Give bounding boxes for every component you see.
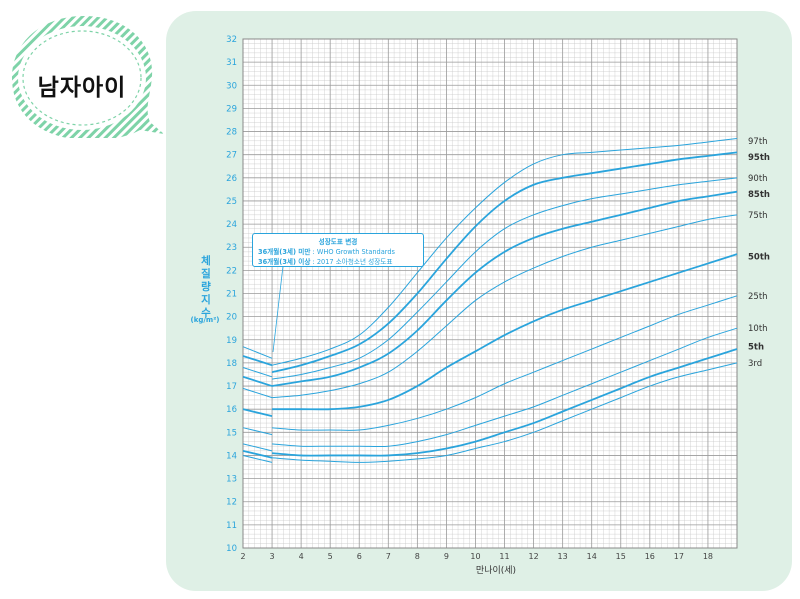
who-series-line-10th — [242, 443, 273, 452]
curve-label-95th: 95th — [748, 153, 770, 163]
curve-label-5th: 5th — [748, 343, 764, 353]
series-line-10th — [272, 327, 738, 448]
callout-line-who: 36개월(3세) 미만 : WHO Growth Standards — [258, 248, 395, 256]
y-tick-label: 24 — [226, 220, 237, 230]
y-axis-ticks: 10 11 12 13 14 15 16 17 18 19 20 21 22 23 24 25 26 27 28 29… — [226, 35, 237, 554]
x-axis-label: 만나이(세) — [475, 566, 517, 576]
callout-title: 성장도표 변경 — [318, 238, 358, 246]
x-tick-label: 2 — [240, 552, 245, 561]
x-tick-label: 18 — [703, 552, 713, 561]
who-series-line-3rd — [242, 454, 273, 463]
x-tick-label: 12 — [528, 552, 538, 561]
x-tick-label: 10 — [470, 552, 480, 561]
curve-label-97th: 97th — [748, 137, 768, 147]
who-series-line-95th — [242, 355, 273, 367]
series-line-97th — [271, 137, 738, 366]
who-series-line-85th — [242, 375, 273, 387]
series-lines — [242, 137, 738, 463]
y-tick-label: 22 — [226, 266, 237, 276]
y-tick-label: 17 — [226, 382, 237, 392]
y-tick-label: 30 — [226, 81, 237, 91]
y-tick-label: 31 — [226, 58, 237, 68]
y-tick-label: 11 — [226, 521, 237, 531]
x-tick-label: 4 — [299, 552, 304, 561]
y-tick-label: 20 — [226, 313, 237, 323]
curve-label-85th: 85th — [748, 190, 770, 200]
curve-label-25th: 25th — [748, 292, 768, 302]
x-tick-label: 16 — [645, 552, 655, 561]
x-tick-label: 14 — [587, 552, 597, 561]
x-tick-label: 7 — [386, 552, 391, 561]
series-line-3rd — [272, 362, 738, 463]
callout-pointer — [272, 265, 284, 353]
series-line-75th — [272, 214, 738, 399]
x-axis-ticks: 2 3 4 5 6 7 8 9 10 11 12 13 14 15 16 17 18 — [240, 552, 713, 561]
y-axis-unit: (kg/m²) — [190, 316, 220, 324]
y-tick-label: 14 — [226, 451, 237, 461]
who-series-line-50th — [242, 408, 273, 417]
speech-bubble-badge: 남자아이 — [2, 10, 170, 141]
y-tick-label: 10 — [226, 544, 237, 554]
callout-line-kcdc: 36개월(3세) 이상 : 2017 소아청소년 성장도표 — [258, 258, 393, 266]
y-tick-label: 26 — [226, 174, 237, 184]
who-series-line-97th — [242, 346, 273, 359]
x-tick-label: 3 — [270, 552, 275, 561]
y-tick-label: 19 — [226, 336, 237, 346]
curve-labels: 97th 95th 90th 85th 75th 50th 25th 10th 5th 3rd — [748, 137, 770, 369]
series-line-5th — [271, 348, 738, 457]
curve-label-3rd: 3rd — [748, 359, 762, 369]
x-tick-label: 9 — [444, 552, 449, 561]
y-tick-label: 32 — [226, 35, 237, 45]
y-axis-label: 체 질 량 지 수 — [201, 255, 211, 319]
curve-label-75th: 75th — [748, 211, 768, 221]
series-line-50th — [272, 253, 738, 411]
x-tick-label: 5 — [328, 552, 333, 561]
badge-title: 남자아이 — [37, 75, 127, 101]
series-line-85th — [271, 190, 738, 387]
who-series-line-5th — [242, 449, 273, 459]
y-tick-label: 13 — [226, 475, 237, 485]
series-line-90th — [271, 177, 738, 380]
who-series-line-75th — [242, 387, 273, 399]
callout-box: 성장도표 변경 36개월(3세) 미만 : WHO Growth Standar… — [252, 233, 424, 267]
x-tick-label: 6 — [357, 552, 362, 561]
plot-border — [242, 38, 738, 549]
series-line-25th — [272, 295, 738, 431]
x-tick-label: 15 — [616, 552, 626, 561]
curve-label-10th: 10th — [748, 324, 768, 334]
x-tick-label: 13 — [558, 552, 568, 561]
curve-label-90th: 90th — [748, 174, 768, 184]
y-tick-label: 12 — [226, 498, 237, 508]
y-tick-label: 29 — [226, 104, 237, 114]
y-tick-label: 15 — [226, 428, 237, 438]
who-series-line-25th — [242, 427, 273, 436]
series-line-95th — [271, 151, 738, 374]
y-tick-label: 25 — [226, 197, 237, 207]
grid-major — [242, 38, 738, 549]
x-tick-label: 11 — [499, 552, 509, 561]
y-tick-label: 23 — [226, 243, 237, 253]
y-tick-label: 28 — [226, 128, 237, 138]
who-series-line-90th — [242, 367, 273, 378]
y-tick-label: 27 — [226, 151, 237, 161]
x-tick-label: 17 — [674, 552, 684, 561]
y-tick-label: 16 — [226, 405, 237, 415]
x-tick-label: 8 — [415, 552, 420, 561]
y-tick-label: 18 — [226, 359, 237, 369]
y-tick-label: 21 — [226, 290, 237, 300]
curve-label-50th: 50th — [748, 252, 770, 262]
